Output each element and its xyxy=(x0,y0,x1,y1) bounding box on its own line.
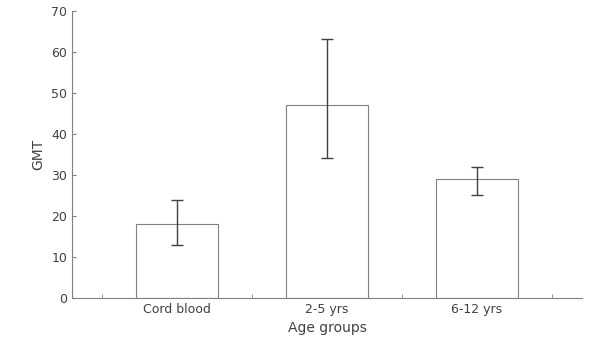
X-axis label: Age groups: Age groups xyxy=(287,321,367,335)
Y-axis label: GMT: GMT xyxy=(32,139,46,170)
Bar xyxy=(286,105,368,298)
Bar xyxy=(136,224,218,298)
Bar xyxy=(436,179,518,298)
